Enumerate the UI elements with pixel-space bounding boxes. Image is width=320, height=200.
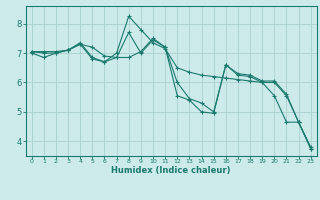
X-axis label: Humidex (Indice chaleur): Humidex (Indice chaleur) bbox=[111, 166, 231, 175]
